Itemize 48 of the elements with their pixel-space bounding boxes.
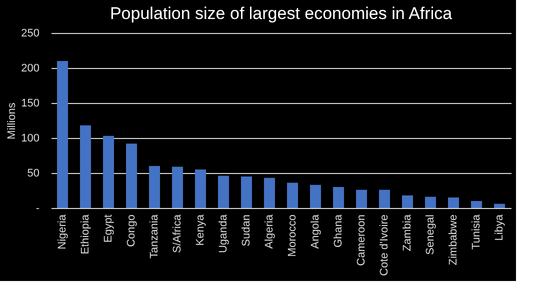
bar [379,190,390,208]
y-tick-label: - [36,202,40,214]
y-axis-title: Millions [6,102,18,140]
x-tick-label: Cote d'Ivoire [378,214,390,276]
bar [448,198,459,208]
x-tick-label: Tunisia [470,214,482,250]
x-tick-label: Tanzania [148,214,160,259]
y-tick-label: 50 [27,168,40,180]
x-tick-label: Senegal [424,214,436,255]
bar [195,170,206,208]
x-tick-label: Morocco [286,214,298,257]
x-tick-label: Nigeria [56,214,68,250]
bar [310,184,321,208]
y-tick-label: 200 [21,62,40,74]
bar [57,61,68,208]
bar [241,176,252,208]
bar [471,201,482,208]
y-tick-label: 150 [21,98,40,110]
x-tick-label: Angola [310,214,322,249]
bar [402,195,413,208]
bar [425,196,436,208]
y-tick-label: 250 [21,28,40,40]
x-tick-label: Libya [494,214,506,241]
bar [80,125,91,208]
x-tick-label: Congo [126,214,138,247]
x-tick-label: Kenya [194,214,206,246]
y-tick-label: 100 [21,132,40,144]
x-tick-label: Uganda [218,214,230,254]
bar [264,178,275,208]
x-tick-label: Zimbabwe [448,214,460,266]
chart-title: Population size of largest economies in Africa [110,4,453,23]
x-tick-label: S/Africa [172,214,184,254]
x-tick-label: Cameroon [356,214,368,266]
x-tick-label: Ethiopia [80,214,92,254]
bar [218,176,229,208]
bar [103,136,114,208]
bar [287,182,298,208]
bar [149,166,160,208]
x-tick-label: Algeria [264,214,276,249]
x-tick-label: Egypt [102,214,114,243]
bar [126,144,137,208]
x-tick-label: Zambia [402,214,414,252]
bar [172,166,183,208]
bar [356,190,367,208]
bar [494,204,505,208]
x-tick-label: Sudan [240,214,252,246]
x-tick-label: Ghana [332,214,344,248]
bar [333,187,344,208]
